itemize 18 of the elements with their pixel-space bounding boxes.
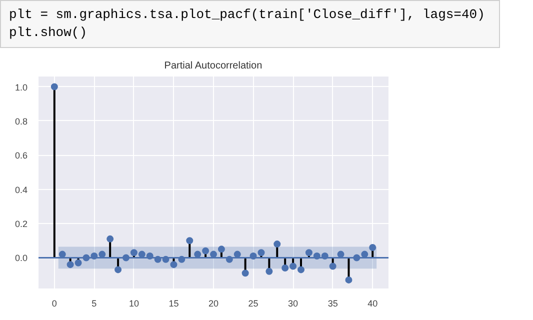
text: plt.show() (9, 25, 88, 40)
x-tick-label: 40 (368, 298, 378, 308)
y-tick-label: 0.0 (14, 253, 28, 264)
y-tick-label: 0.2 (14, 219, 28, 230)
text: plt = sm.graphics.tsa.plot_pacf(train['Close_diff'], lags=40) (9, 7, 485, 22)
x-tick-label: 25 (248, 298, 258, 308)
y-tick-label: 0.6 (14, 150, 28, 161)
y-tick-label: 0.4 (14, 184, 28, 195)
x-tick-label: 5 (92, 298, 97, 308)
x-tick-label: 0 (52, 298, 57, 308)
x-tick-label: 35 (328, 298, 338, 308)
x-tick-label: 20 (208, 298, 219, 308)
y-tick-label: 0.8 (14, 116, 28, 126)
chart-title: Partial Autocorrelation (164, 60, 262, 72)
y-tick-label: 1.0 (14, 82, 28, 92)
x-tick-label: 15 (168, 298, 179, 308)
x-tick-label: 30 (288, 298, 298, 308)
x-tick-label: 10 (128, 298, 139, 308)
